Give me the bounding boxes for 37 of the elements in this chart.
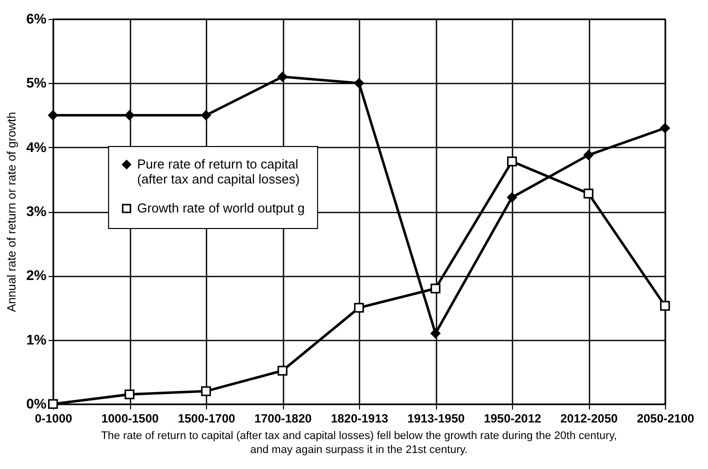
x-tick-label: 1500-1700	[178, 412, 236, 426]
legend-label: Pure rate of return to capital (after tax and capital losses)	[137, 156, 300, 187]
point	[660, 123, 670, 134]
x-tick-label: 1820-1913	[330, 412, 389, 426]
x-tick-label: 1950-2012	[484, 412, 542, 426]
point	[584, 188, 594, 198]
point	[354, 302, 364, 313]
point	[430, 328, 440, 338]
x-tick-label: 1913-1950	[407, 412, 466, 426]
point	[278, 366, 288, 376]
y-tick-label: 3%	[26, 203, 48, 219]
point	[660, 300, 670, 311]
y-axis-title: Annual rate of return or rate of growth	[4, 112, 18, 312]
y-tick-label: 2%	[26, 267, 48, 284]
point	[48, 110, 58, 120]
point	[430, 284, 440, 294]
point	[201, 110, 211, 120]
y-tick-label: 0%	[26, 396, 48, 412]
y-tick-label: 5%	[26, 74, 48, 91]
point	[354, 78, 364, 88]
x-tick-label: 0-1000	[34, 412, 73, 426]
x-tick-label: 1700-1820	[254, 412, 312, 426]
point	[124, 389, 134, 400]
point	[507, 156, 517, 166]
x-tick-label: 1000-1500	[101, 412, 160, 426]
legend-label: Growth rate of world output g	[137, 200, 305, 216]
point	[584, 150, 594, 160]
text: The rate of return to capital (after tax and capital losses) fell below the growth rate during the 20th century, and may again surpass it in the 21st century.	[101, 430, 617, 456]
x-tick-label: 2050-2100	[636, 412, 695, 426]
point	[278, 72, 288, 82]
y-tick-label: 6%	[26, 10, 48, 26]
point	[201, 386, 211, 396]
point	[124, 110, 134, 120]
y-tick-label: 1%	[26, 331, 48, 348]
y-tick-label: 4%	[26, 138, 48, 155]
x-tick-label: 2012-2050	[560, 412, 618, 426]
point	[507, 192, 517, 202]
